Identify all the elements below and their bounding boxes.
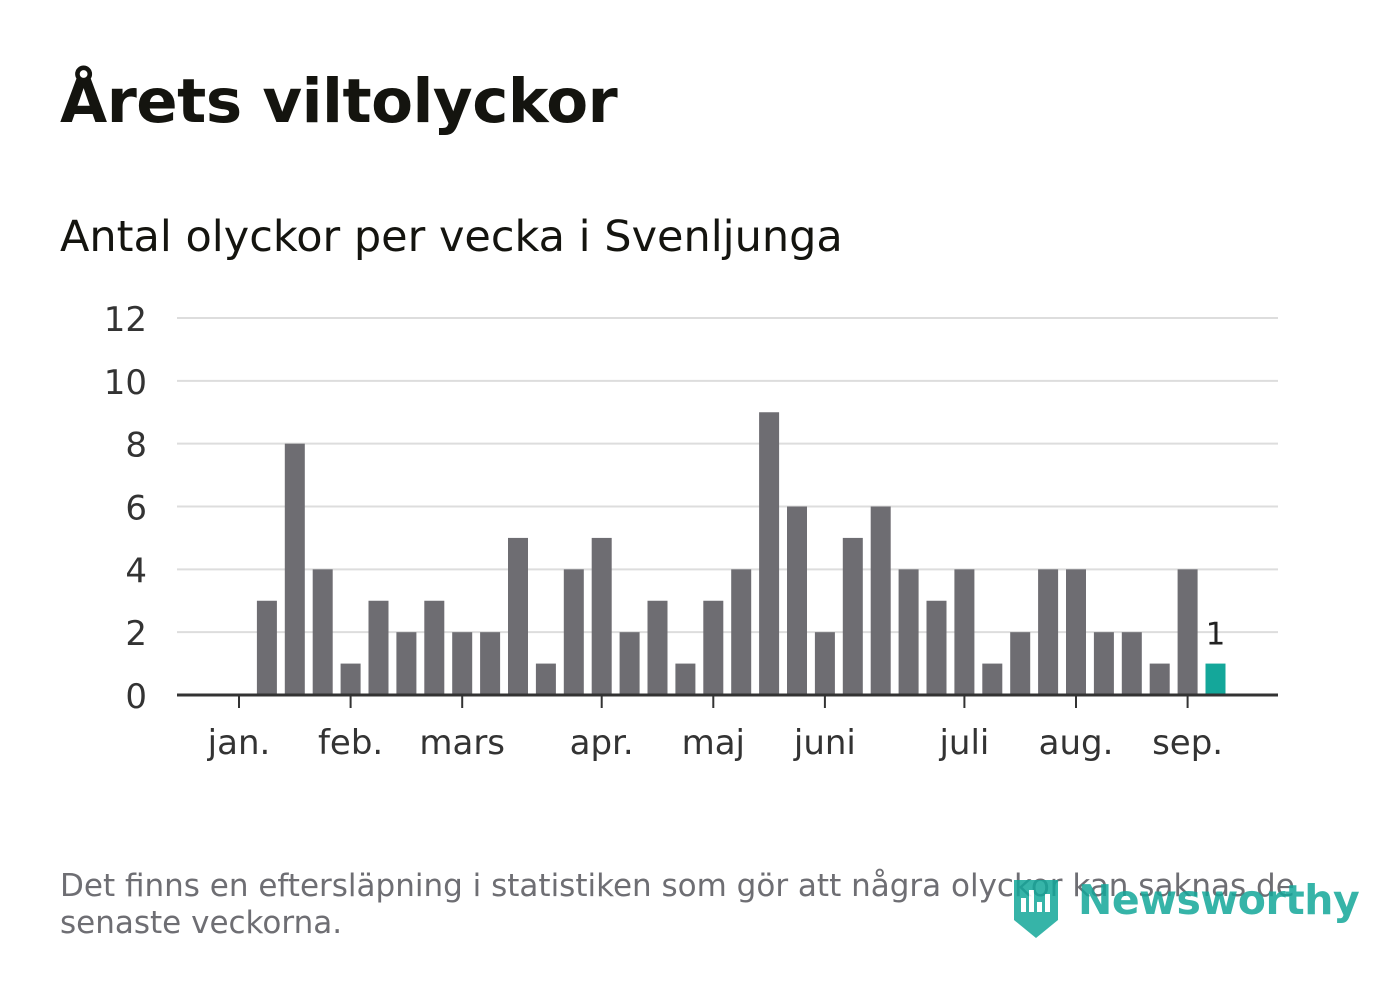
- logo-text: Newsworthy: [1078, 876, 1360, 924]
- y-tick-label: 6: [125, 489, 147, 529]
- bar: [1121, 632, 1142, 695]
- x-tick-label: juni: [793, 723, 856, 763]
- y-tick-label: 4: [125, 551, 147, 591]
- bar: [814, 632, 835, 695]
- x-tick-label: sep.: [1152, 723, 1223, 763]
- bar: [954, 569, 975, 695]
- bar: [1010, 632, 1031, 695]
- bar: [1093, 632, 1114, 695]
- bar: [312, 569, 333, 695]
- bar: [563, 569, 584, 695]
- x-tick-label: apr.: [570, 723, 634, 763]
- bar: [926, 600, 947, 695]
- newsworthy-logo-icon: [1014, 880, 1058, 938]
- bar: [647, 600, 668, 695]
- bar: [368, 600, 389, 695]
- y-tick-label: 2: [125, 614, 147, 654]
- bar: [619, 632, 640, 695]
- bar: [284, 443, 305, 695]
- x-tick-label: jan.: [207, 723, 271, 763]
- chart-subtitle: Antal olyckor per vecka i Svenljunga: [60, 212, 843, 262]
- last-value-label: 1: [1206, 617, 1226, 653]
- bar: [898, 569, 919, 695]
- bar: [842, 537, 863, 695]
- bar-chart: 0 2 4 6 8 10 12 1 jan. feb. mars apr. maj juni juli aug…: [104, 300, 1278, 763]
- bar: [1177, 569, 1198, 695]
- bar: [340, 663, 361, 695]
- bar: [256, 600, 277, 695]
- bar: [982, 663, 1003, 695]
- bar: [787, 506, 807, 695]
- bar: [480, 632, 501, 695]
- bar: [424, 600, 445, 695]
- bar: [759, 412, 780, 695]
- chart-title: Årets viltolyckor: [60, 66, 618, 137]
- y-tick-label: 0: [125, 677, 147, 717]
- bar: [731, 569, 752, 695]
- bar: [1038, 569, 1059, 695]
- bar: [1149, 663, 1170, 695]
- x-tick-label: aug.: [1039, 723, 1114, 763]
- x-tick-label: juli: [938, 723, 989, 763]
- y-tick-label: 8: [125, 426, 147, 466]
- bar: [675, 663, 696, 695]
- bar: [1066, 569, 1086, 695]
- y-tick-label: 12: [104, 300, 147, 340]
- bar: [591, 537, 612, 695]
- newsworthy-logo: Newsworthy: [1010, 870, 1360, 950]
- x-tick-label: maj: [682, 723, 745, 763]
- bar: [396, 632, 417, 695]
- bar: [535, 663, 556, 695]
- bar: [508, 537, 528, 695]
- x-tick-label: mars: [419, 723, 505, 763]
- footnote: Det finns en eftersläpning i statistiken…: [60, 868, 1295, 941]
- bar: [452, 632, 473, 695]
- bar: [703, 600, 724, 695]
- y-tick-label: 10: [104, 363, 147, 403]
- bar-highlight: [1205, 663, 1226, 695]
- bar: [870, 506, 891, 695]
- x-tick-label: feb.: [318, 723, 383, 763]
